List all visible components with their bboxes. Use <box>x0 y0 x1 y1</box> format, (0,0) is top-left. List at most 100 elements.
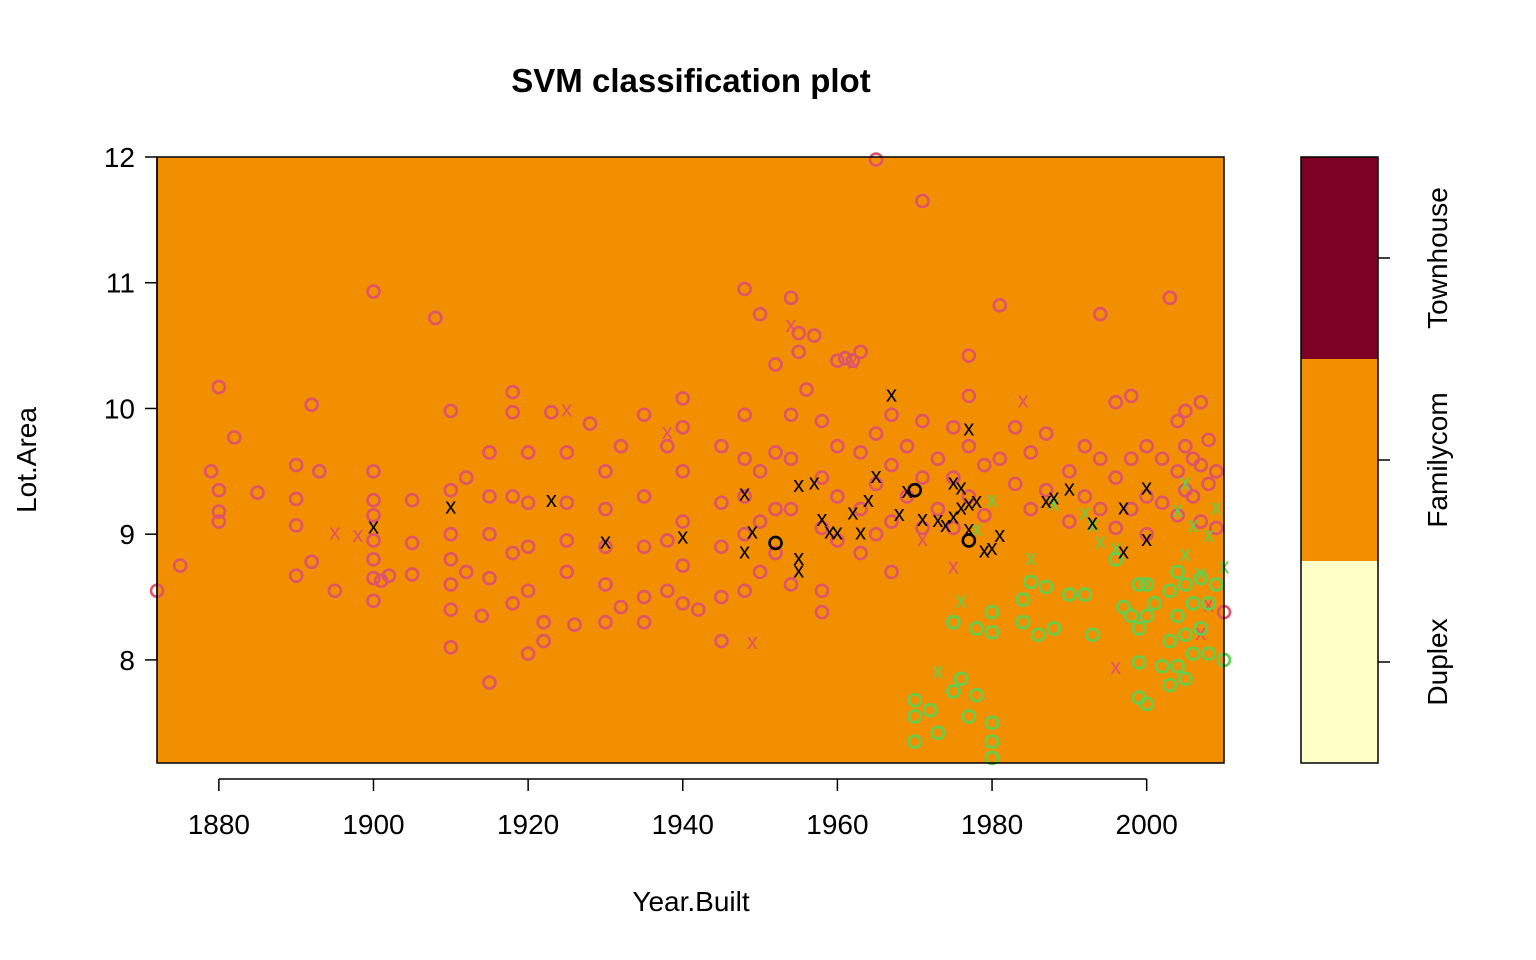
point-townhouse-x-9: x <box>793 545 804 570</box>
point-duplex-o-8 <box>961 709 977 724</box>
point-familycom-o-125 <box>845 353 861 368</box>
point-townhouse-x-19: x <box>886 381 897 406</box>
point-familycom-o-26 <box>381 568 397 583</box>
point-familycom-o-115 <box>814 413 830 429</box>
point-familycom-o-195 <box>1208 464 1224 479</box>
point-familycom-o-6 <box>211 514 227 529</box>
point-familycom-o-71 <box>613 599 629 615</box>
point-familycom-o-169 <box>1092 501 1108 517</box>
point-familycom-o-51 <box>520 445 536 460</box>
point-familycom-o-178 <box>1139 526 1154 542</box>
point-duplex-o-18 <box>1023 574 1039 590</box>
point-familycom-o-131 <box>868 426 884 441</box>
point-familycom-o-142 <box>915 470 930 485</box>
point-townhouse-x-37: x <box>1048 484 1059 509</box>
point-familycom-o-77 <box>660 438 675 454</box>
point-familycom-o-4 <box>211 482 227 498</box>
point-townhouse-x-20: x <box>894 501 905 526</box>
point-familycom-o-83 <box>675 514 691 529</box>
point-familycom-o-193 <box>1201 432 1216 448</box>
point-familycom-o-103 <box>768 445 783 460</box>
point-familycom-o-109 <box>783 501 799 517</box>
point-familycom-o-39 <box>458 564 474 580</box>
point-familycom-o-2 <box>203 464 219 479</box>
point-familycom-o-106 <box>783 290 799 306</box>
point-familycom-o-87 <box>714 438 729 454</box>
point-duplex-x-9: x <box>1110 535 1121 560</box>
point-familycom-x-6: x <box>847 349 858 374</box>
point-familycom-o-97 <box>737 583 752 599</box>
point-duplex-o-24 <box>1085 627 1100 643</box>
point-familycom-o-171 <box>1108 470 1124 485</box>
point-familycom-o-13 <box>304 397 319 412</box>
point-townhouse-x-42: x <box>1141 474 1152 499</box>
point-familycom-o-61 <box>559 533 575 548</box>
point-familycom-o-36 <box>443 602 459 617</box>
point-familycom-o-98 <box>752 306 768 322</box>
point-familycom-x-3: x <box>662 419 673 444</box>
point-duplex-o-42 <box>1170 658 1185 674</box>
point-duplex-o-17 <box>1015 614 1031 630</box>
point-familycom-o-138 <box>899 438 915 454</box>
point-familycom-o-65 <box>598 464 613 479</box>
point-familycom-o-81 <box>675 420 691 435</box>
point-duplex-o-50 <box>1201 596 1216 611</box>
point-townhouse-o-0 <box>768 535 783 551</box>
point-familycom-o-90 <box>714 589 729 605</box>
point-familycom-o-126 <box>853 344 868 360</box>
point-familycom-o-177 <box>1139 489 1154 504</box>
point-familycom-o-29 <box>404 567 420 582</box>
point-duplex-o-34 <box>1139 696 1154 712</box>
point-duplex-o-39 <box>1162 677 1178 693</box>
point-familycom-o-15 <box>312 464 327 479</box>
point-familycom-o-56 <box>536 614 551 630</box>
point-familycom-o-123 <box>830 533 845 548</box>
point-duplex-o-43 <box>1178 577 1193 592</box>
point-townhouse-x-30: x <box>963 491 974 516</box>
point-familycom-o-88 <box>714 495 729 511</box>
point-familycom-o-62 <box>559 564 575 580</box>
point-familycom-o-157 <box>1007 420 1023 435</box>
point-familycom-o-154 <box>977 508 992 523</box>
point-familycom-o-7 <box>227 430 242 445</box>
point-familycom-o-196 <box>1208 520 1224 536</box>
point-familycom-o-5 <box>211 504 227 519</box>
point-familycom-o-89 <box>714 539 729 555</box>
point-familycom-o-143 <box>915 520 930 536</box>
point-familycom-o-119 <box>814 604 830 620</box>
point-familycom-o-150 <box>961 388 977 404</box>
point-familycom-o-151 <box>961 438 977 454</box>
point-duplex-o-49 <box>1193 621 1209 636</box>
point-familycom-o-135 <box>884 457 899 473</box>
point-familycom-o-136 <box>884 514 899 529</box>
point-townhouse-x-43: x <box>1141 526 1152 551</box>
point-familycom-o-23 <box>366 570 381 586</box>
point-familycom-o-168 <box>1092 451 1108 467</box>
point-familycom-o-22 <box>366 552 381 567</box>
point-familycom-o-32 <box>443 482 459 498</box>
point-townhouse-x-33: x <box>979 537 990 562</box>
legend-swatch-familycom <box>1301 359 1378 561</box>
point-familycom-o-18 <box>366 464 381 479</box>
point-familycom-o-34 <box>443 552 459 567</box>
point-townhouse-x-34: x <box>987 535 998 560</box>
legend-swatch-townhouse <box>1301 157 1378 359</box>
point-familycom-o-172 <box>1108 520 1124 536</box>
point-familycom-o-50 <box>505 596 520 611</box>
point-townhouse-x-18: x <box>871 463 882 488</box>
point-townhouse-x-29: x <box>963 415 974 440</box>
point-familycom-o-121 <box>830 438 845 454</box>
point-familycom-o-68 <box>598 577 613 592</box>
point-familycom-o-58 <box>544 404 559 420</box>
point-familycom-o-181 <box>1162 290 1178 306</box>
point-duplex-x-11: x <box>1172 497 1183 522</box>
legend-frame <box>1300 156 1379 764</box>
point-townhouse-x-28: x <box>956 495 967 520</box>
point-familycom-o-43 <box>482 526 497 542</box>
point-familycom-o-176 <box>1139 438 1154 454</box>
point-duplex-o-44 <box>1178 627 1193 643</box>
point-familycom-o-84 <box>675 558 691 573</box>
point-familycom-o-145 <box>930 501 946 517</box>
